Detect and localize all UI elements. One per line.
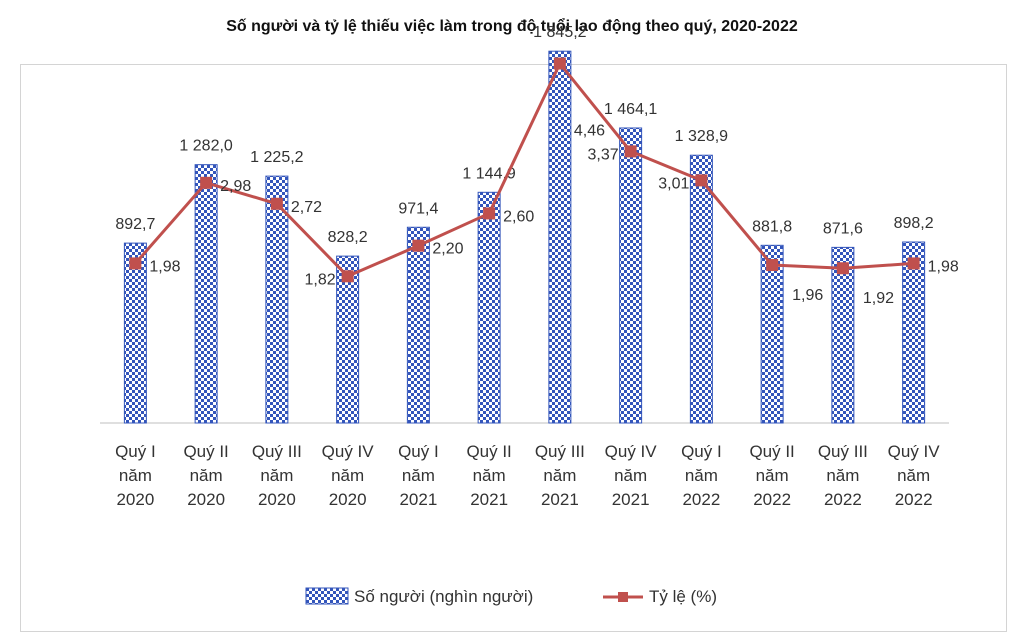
x-tick-label: 2021 [612,490,650,509]
rate-value-label: 2,98 [220,178,251,195]
rate-marker [766,259,779,272]
rate-marker [341,270,354,283]
x-tick-label: năm [402,466,435,485]
rate-marker [553,57,566,70]
rate-value-label: 2,60 [503,208,534,225]
x-tick-label: Quý I [398,442,439,461]
rate-value-label: 2,20 [432,241,463,258]
rate-marker [483,207,496,220]
x-tick-label: 2021 [541,490,579,509]
x-tick-label: 2020 [187,490,225,509]
x-tick-label: năm [543,466,576,485]
bar [831,246,855,424]
x-tick-label: năm [331,466,364,485]
x-tick-label: Quý III [535,442,585,461]
rate-value-label: 3,01 [658,175,689,192]
rate-marker [412,239,425,252]
x-tick-label: năm [260,466,293,485]
x-tick-label: Quý IV [888,442,941,461]
x-tick-label: 2022 [682,490,720,509]
bar-value-label: 1 144,9 [462,165,515,182]
bar-value-label: 892,7 [115,216,155,233]
rate-value-label: 1,98 [149,258,180,275]
x-tick-label: Quý IV [605,442,658,461]
bar-value-label: 1 225,2 [250,149,303,166]
rate-marker [695,174,708,187]
bar-value-label: 1 282,0 [179,138,232,155]
rate-marker [200,176,213,189]
bar-value-label: 1 464,1 [604,101,657,118]
legend: Số người (nghìn người) Tỷ lệ (%) [305,587,717,606]
bar-value-label: 881,8 [752,218,792,235]
bar [689,154,713,424]
x-tick-label: Quý III [252,442,302,461]
rate-value-label: 2,72 [291,199,322,216]
x-tick-label: 2021 [399,490,437,509]
bar-value-label: 971,4 [398,200,438,217]
rate-value-label: 1,82 [304,271,335,288]
bar-value-label: 1 328,9 [675,128,728,145]
x-tick-label: năm [473,466,506,485]
x-tick-label: năm [897,466,930,485]
legend-swatch-bars [305,587,349,605]
x-tick-label: năm [190,466,223,485]
x-tick-label: 2022 [824,490,862,509]
rate-value-label: 3,37 [587,146,618,163]
x-tick-label: 2020 [258,490,296,509]
x-tick-label: Quý I [681,442,722,461]
bar [548,50,572,424]
bar [619,127,643,424]
rate-value-label: 1,98 [928,258,959,275]
bar [265,175,289,424]
rate-marker [270,197,283,210]
x-tick-label: Quý II [466,442,511,461]
x-tick-label: 2022 [753,490,791,509]
x-tick-label: năm [756,466,789,485]
bar [123,242,147,424]
x-tick-label: Quý II [183,442,228,461]
x-tick-label: 2022 [895,490,933,509]
bar [336,255,360,424]
rate-line [134,62,914,278]
chart-title: Số người và tỷ lệ thiếu việc làm trong đ… [226,18,798,35]
rate-marker [129,257,142,270]
x-tick-label: Quý IV [322,442,375,461]
x-tick-label: 2020 [116,490,154,509]
rate-marker [836,262,849,275]
rate-marker [624,145,637,158]
rate-value-label: 1,96 [792,287,823,304]
x-tick-label: Quý II [749,442,794,461]
bar [760,244,784,424]
bar-value-label: 828,2 [328,229,368,246]
x-tick-label: Quý III [818,442,868,461]
x-tick-label: Quý I [115,442,156,461]
rate-marker [907,257,920,270]
x-tick-label: năm [614,466,647,485]
bar-value-label: 1 845,2 [533,24,586,41]
bar [477,191,501,424]
x-tick-label: năm [119,466,152,485]
legend-label-bars: Số người (nghìn người) [354,587,533,606]
legend-marker-rate [618,592,628,602]
rate-value-label: 1,92 [863,290,894,307]
x-tick-label: năm [826,466,859,485]
bar-value-label: 898,2 [894,215,934,232]
legend-label-rate: Tỷ lệ (%) [649,587,717,606]
x-tick-label: 2020 [329,490,367,509]
bar [902,241,926,424]
chart-frame [20,64,1007,632]
bar [406,226,430,424]
bar [194,164,218,424]
rate-value-label: 4,46 [574,123,605,140]
bar-value-label: 871,6 [823,220,863,237]
x-tick-label: năm [685,466,718,485]
x-tick-label: 2021 [470,490,508,509]
